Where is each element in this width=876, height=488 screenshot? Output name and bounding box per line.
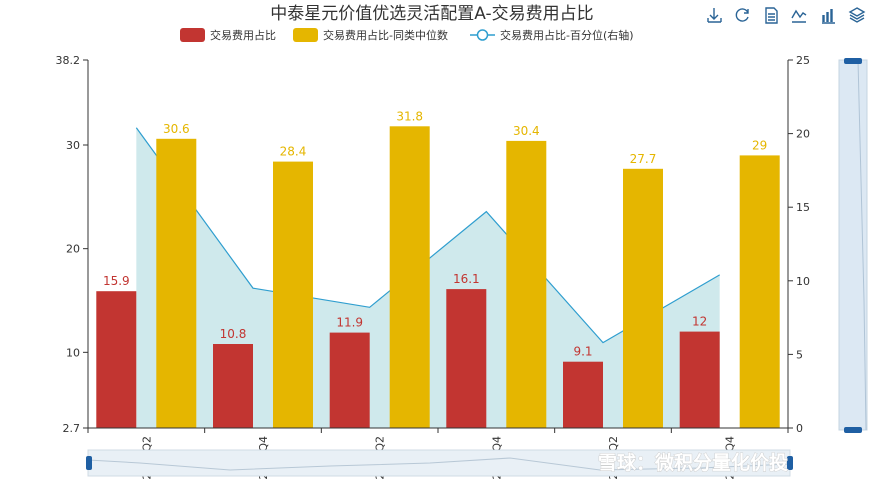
- bar-value-label: 30.4: [513, 124, 540, 138]
- zoom-handle-right[interactable]: [787, 456, 793, 470]
- bar: [156, 138, 197, 429]
- bar: [679, 331, 720, 428]
- legend-swatch-marker: [476, 29, 489, 41]
- legend-swatch: [180, 28, 205, 42]
- data-zoom-bottom[interactable]: [86, 449, 793, 477]
- zoom-preview: [87, 457, 791, 471]
- bar-value-label: 27.7: [630, 152, 657, 166]
- y-right-tick-label: 25: [796, 54, 810, 67]
- bar: [329, 332, 370, 428]
- bar: [563, 361, 603, 428]
- bar: [506, 140, 547, 428]
- y-right-tick-label: 0: [796, 422, 803, 435]
- y-right-tick-label: 15: [796, 201, 810, 214]
- plot-area: 15.9 30.6 10.8 28.4 11.9 31.8 16.1 30.4 9.1 27.7 1…: [56, 54, 811, 480]
- y-left-tick-label: 38.2: [56, 54, 81, 67]
- bar: [739, 155, 780, 428]
- y-right-tick-label: 10: [796, 275, 810, 288]
- bar-series: [96, 126, 780, 429]
- zoom-preview-right: [857, 59, 867, 431]
- bar-value-label: 10.8: [220, 327, 247, 341]
- watermark: 雪球：微积分量化价投: [598, 451, 788, 474]
- bar: [213, 344, 253, 428]
- bar-value-label: 31.8: [396, 109, 423, 123]
- bar-value-label: 16.1: [453, 272, 480, 286]
- y-left-tick-label: 20: [66, 243, 80, 256]
- y-left-tick-label: 10: [66, 346, 80, 359]
- bar-value-label: 30.6: [163, 122, 190, 136]
- bar-value-label: 9.1: [573, 345, 592, 359]
- download-icon[interactable]: [707, 8, 722, 23]
- y-right-tick-label: 5: [796, 348, 803, 361]
- line-chart-icon[interactable]: [791, 9, 807, 23]
- legend-label: 交易费用占比: [210, 28, 276, 42]
- bar: [96, 291, 137, 428]
- y-left-tick-label: 30: [66, 139, 80, 152]
- zoom-handle-left[interactable]: [86, 456, 92, 470]
- bar: [389, 126, 430, 429]
- bar: [623, 168, 663, 429]
- legend: 交易费用占比 交易费用占比-同类中位数 交易费用占比-百分位(右轴): [180, 28, 634, 42]
- data-zoom-right[interactable]: [838, 58, 868, 433]
- legend-label: 交易费用占比-同类中位数: [323, 28, 448, 42]
- legend-swatch: [293, 28, 318, 42]
- zoom-handle-bottom[interactable]: [844, 427, 862, 433]
- bar-chart-icon[interactable]: [822, 9, 835, 24]
- refresh-icon[interactable]: [735, 8, 749, 22]
- bar-value-label: 15.9: [103, 274, 130, 288]
- bar-labels: 15.9 30.6 10.8 28.4 11.9 31.8 16.1 30.4 9.1 27.7 1…: [103, 109, 767, 358]
- data-view-icon[interactable]: [765, 7, 778, 24]
- bar-value-label: 11.9: [336, 316, 363, 330]
- bar: [446, 289, 487, 428]
- toolbox: [707, 7, 866, 24]
- bar: [273, 161, 313, 428]
- y-right-tick-label: 20: [796, 128, 810, 141]
- bar-value-label: 12: [692, 315, 707, 329]
- bar-value-label: 28.4: [280, 145, 307, 159]
- y-left-tick-label: 2.7: [63, 422, 81, 435]
- stack-icon[interactable]: [848, 7, 866, 23]
- chart-title: 中泰星元价值优选灵活配置A-交易费用占比: [270, 4, 593, 24]
- zoom-handle-top[interactable]: [844, 58, 862, 64]
- bar-value-label: 29: [752, 138, 767, 152]
- legend-label: 交易费用占比-百分位(右轴): [500, 28, 634, 42]
